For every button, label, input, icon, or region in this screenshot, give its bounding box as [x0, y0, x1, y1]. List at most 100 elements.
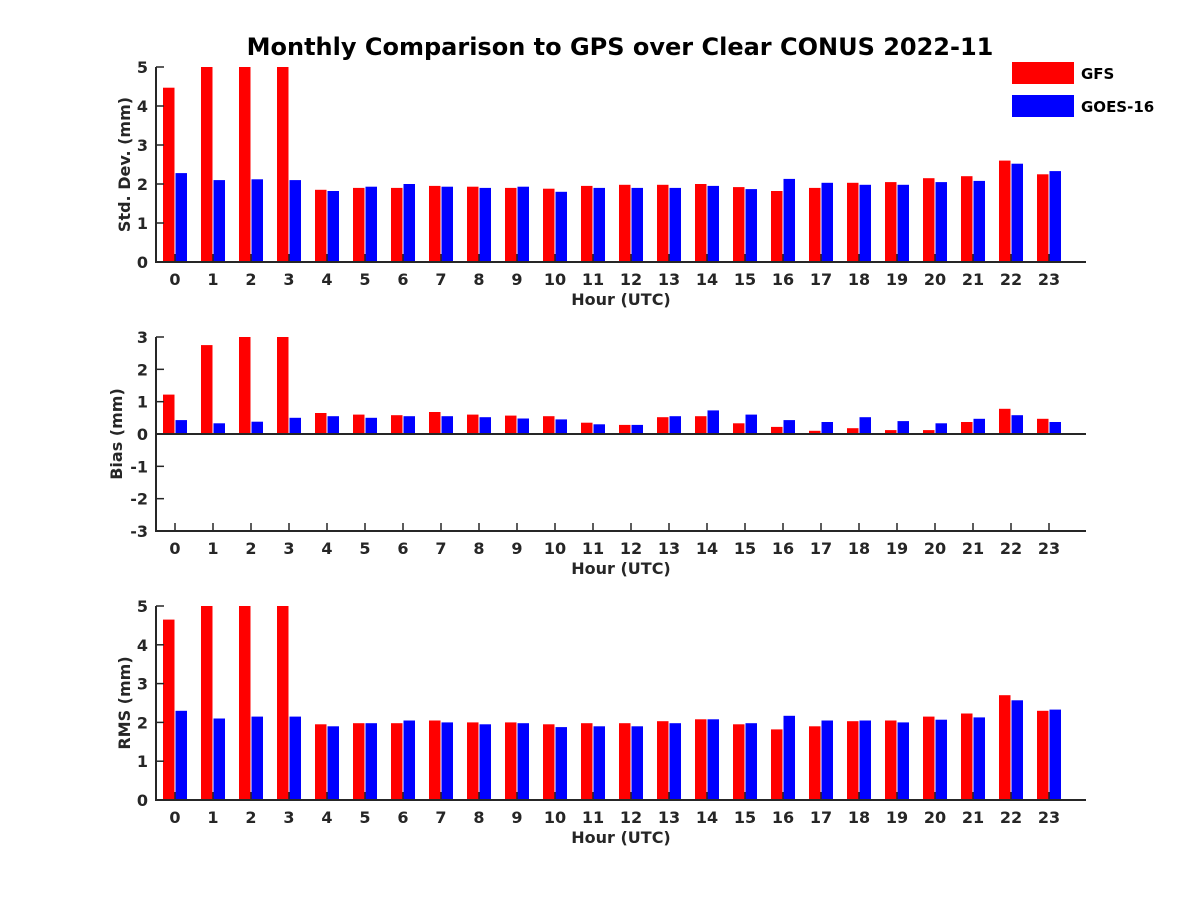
bar-goes16-hour-12	[631, 187, 643, 262]
bar-gfs-hour-9	[505, 722, 517, 800]
y-tick-label: 2	[137, 175, 148, 194]
x-tick-label: 8	[473, 539, 484, 558]
x-tick-label: 9	[511, 808, 522, 827]
y-tick-label: 3	[137, 136, 148, 155]
bar-goes16-hour-5	[365, 186, 377, 262]
bar-gfs-hour-17	[809, 187, 821, 262]
bar-goes16-hour-2	[251, 716, 263, 800]
bar-gfs-hour-13	[657, 417, 669, 434]
bar-goes16-hour-8	[479, 724, 491, 800]
bar-goes16-hour-5	[365, 417, 377, 434]
bar-gfs-hour-13	[657, 721, 669, 800]
bar-gfs-hour-6	[391, 415, 403, 434]
bar-gfs-hour-15	[733, 187, 745, 262]
bar-goes16-hour-23	[1049, 422, 1061, 434]
bar-gfs-hour-5	[353, 187, 365, 262]
bar-gfs-hour-11	[581, 723, 593, 800]
bar-gfs-hour-8	[467, 414, 479, 434]
bar-goes16-hour-10	[555, 191, 567, 262]
bar-goes16-hour-17	[821, 720, 833, 800]
bar-gfs-hour-4	[315, 189, 327, 262]
y-tick-label: 2	[137, 360, 148, 379]
bar-gfs-hour-16	[771, 426, 783, 434]
x-tick-label: 15	[734, 539, 756, 558]
y-tick-label: -1	[130, 457, 148, 476]
bar-gfs-hour-6	[391, 723, 403, 800]
legend-label-goes16: GOES-16	[1081, 98, 1154, 116]
x-tick-label: 21	[962, 808, 984, 827]
bar-gfs-hour-23	[1037, 418, 1049, 434]
x-tick-label: 10	[544, 270, 566, 289]
bar-goes16-hour-16	[783, 715, 795, 800]
bar-gfs-hour-20	[923, 716, 935, 800]
bar-goes16-hour-0	[175, 710, 187, 800]
x-tick-label: 23	[1038, 539, 1060, 558]
x-tick-label: 1	[207, 539, 218, 558]
bar-goes16-hour-14	[707, 185, 719, 262]
x-tick-label: 13	[658, 539, 680, 558]
bar-goes16-hour-9	[517, 186, 529, 262]
bar-goes16-hour-22	[1011, 700, 1023, 800]
bar-gfs-hour-3	[277, 67, 289, 262]
bar-goes16-hour-19	[897, 421, 909, 434]
x-tick-label: 1	[207, 808, 218, 827]
x-tick-label: 4	[321, 539, 332, 558]
bar-goes16-hour-4	[327, 416, 339, 434]
bar-goes16-hour-23	[1049, 171, 1061, 262]
bar-goes16-hour-7	[441, 416, 453, 434]
x-tick-label: 22	[1000, 539, 1022, 558]
bar-goes16-hour-22	[1011, 415, 1023, 434]
bar-gfs-hour-12	[619, 424, 631, 434]
bar-goes16-hour-0	[175, 173, 187, 262]
bar-gfs-hour-4	[315, 724, 327, 800]
bar-gfs-hour-9	[505, 187, 517, 262]
x-tick-label: 19	[886, 539, 908, 558]
bar-gfs-hour-15	[733, 724, 745, 800]
bar-gfs-hour-18	[847, 182, 859, 262]
bar-gfs-hour-22	[999, 408, 1011, 434]
x-tick-label: 2	[245, 808, 256, 827]
y-tick-label: -2	[130, 490, 148, 509]
x-tick-label: 12	[620, 808, 642, 827]
x-tick-label: 7	[435, 539, 446, 558]
bar-goes16-hour-6	[403, 184, 415, 262]
x-tick-label: 11	[582, 270, 604, 289]
bar-goes16-hour-17	[821, 422, 833, 434]
x-tick-label: 9	[511, 270, 522, 289]
bar-goes16-hour-5	[365, 723, 377, 800]
y-tick-label: 1	[137, 393, 148, 412]
y-tick-label: 1	[137, 214, 148, 233]
bar-goes16-hour-12	[631, 726, 643, 800]
bar-goes16-hour-4	[327, 726, 339, 800]
bar-gfs-hour-2	[239, 67, 251, 262]
x-tick-label: 18	[848, 270, 870, 289]
bar-gfs-hour-12	[619, 184, 631, 262]
bar-gfs-hour-23	[1037, 710, 1049, 800]
legend-swatch-gfs	[1012, 62, 1074, 84]
bar-gfs-hour-21	[961, 713, 973, 800]
x-tick-label: 20	[924, 270, 946, 289]
bar-goes16-hour-1	[213, 180, 225, 262]
bar-goes16-hour-10	[555, 419, 567, 434]
bar-gfs-hour-0	[163, 87, 175, 262]
bar-gfs-hour-14	[695, 416, 707, 434]
x-tick-label: 7	[435, 808, 446, 827]
bar-gfs-hour-13	[657, 184, 669, 262]
bar-gfs-hour-18	[847, 428, 859, 434]
y-tick-label: 5	[137, 597, 148, 616]
bar-gfs-hour-20	[923, 430, 935, 434]
bar-gfs-hour-11	[581, 185, 593, 262]
bar-gfs-hour-17	[809, 430, 821, 434]
x-tick-label: 19	[886, 270, 908, 289]
bar-goes16-hour-18	[859, 184, 871, 262]
x-tick-label: 14	[696, 539, 718, 558]
bar-goes16-hour-17	[821, 182, 833, 262]
bar-goes16-hour-18	[859, 720, 871, 800]
x-tick-label: 17	[810, 270, 832, 289]
bar-goes16-hour-20	[935, 719, 947, 800]
x-tick-label: 6	[397, 808, 408, 827]
bar-gfs-hour-16	[771, 191, 783, 262]
bar-goes16-hour-6	[403, 416, 415, 434]
bar-goes16-hour-15	[745, 189, 757, 262]
bar-gfs-hour-7	[429, 185, 441, 262]
